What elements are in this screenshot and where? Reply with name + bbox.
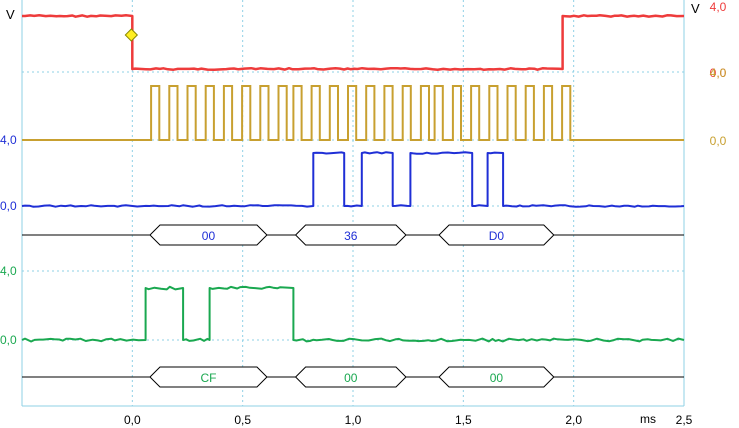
left-tick-label: 4,0 bbox=[0, 264, 17, 278]
trace-mosi bbox=[21, 151, 685, 208]
bus-value-label: 00 bbox=[202, 229, 216, 243]
x-tick-label: 1,5 bbox=[455, 413, 472, 427]
right-unit-label: V bbox=[691, 1, 700, 16]
left-tick-label: 4,0 bbox=[0, 133, 17, 147]
left-tick-label: 0,0 bbox=[0, 199, 17, 213]
x-axis-unit: ms bbox=[640, 412, 656, 426]
right-tick-label: 4,0 bbox=[710, 0, 727, 14]
bus-value-label: 36 bbox=[344, 229, 358, 243]
bus-value-label: 00 bbox=[344, 371, 358, 385]
trace-miso bbox=[21, 285, 685, 343]
trace-clk bbox=[22, 85, 684, 141]
bus-value-label: D0 bbox=[489, 229, 505, 243]
right-tick-label: 4,0 bbox=[710, 66, 727, 80]
grid bbox=[21, 0, 685, 407]
x-tick-label: 0,0 bbox=[124, 413, 141, 427]
bus-value-label: 00 bbox=[490, 371, 504, 385]
trigger-marker bbox=[124, 28, 139, 42]
left-unit-label: V bbox=[6, 7, 15, 22]
x-tick-label: 2,5 bbox=[676, 413, 693, 427]
bus-value-label: CF bbox=[200, 371, 216, 385]
traces: 00 36 D0 CF 00 00 bbox=[21, 14, 685, 388]
right-tick-label: 0,0 bbox=[710, 134, 727, 148]
x-tick-label: 0,5 bbox=[234, 413, 251, 427]
x-tick-label: 2,0 bbox=[565, 413, 582, 427]
left-tick-label: 0,0 bbox=[0, 333, 17, 347]
trace-cs bbox=[22, 14, 685, 72]
right-tick-label: 0,0 bbox=[710, 66, 727, 80]
x-tick-label: 1,0 bbox=[345, 413, 362, 427]
